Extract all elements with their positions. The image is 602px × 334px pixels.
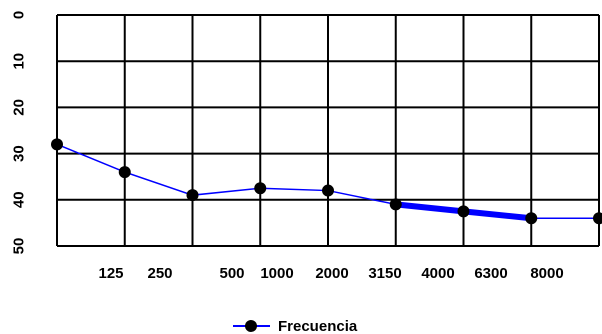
legend-marker-swatch (245, 320, 257, 332)
data-point (254, 182, 267, 195)
x-tick-label: 8000 (530, 265, 563, 282)
y-tick-label: 10 (11, 53, 28, 70)
legend: Frecuencia (233, 318, 358, 334)
x-tick-label: 4000 (421, 265, 454, 282)
x-tick-label: 125 (98, 265, 123, 282)
data-point (593, 212, 602, 225)
chart-grid (56, 14, 600, 247)
y-tick-label: 40 (11, 191, 28, 208)
data-point (51, 138, 63, 151)
data-point (457, 205, 470, 218)
data-point (118, 166, 131, 179)
x-tick-label: 2000 (315, 265, 348, 282)
highlight-segment (395, 201, 464, 215)
x-tick-label: 500 (219, 265, 244, 282)
data-point (186, 189, 199, 202)
highlight-segment (463, 208, 532, 222)
y-tick-label: 30 (11, 145, 28, 162)
y-axis-tick-labels: 0 10 20 30 40 50 (11, 11, 28, 255)
y-tick-label: 50 (11, 238, 28, 255)
x-tick-label: 1000 (260, 265, 293, 282)
y-tick-label: 20 (11, 99, 28, 116)
legend-label: Frecuencia (278, 318, 358, 334)
y-tick-label: 0 (11, 11, 28, 19)
data-point (389, 198, 402, 211)
data-point (322, 184, 334, 197)
series-frecuencia (51, 138, 602, 225)
x-tick-label: 3150 (368, 265, 401, 282)
x-axis-tick-labels: 125 250 500 1000 2000 3150 4000 6300 8000 (98, 265, 563, 282)
data-point (525, 212, 538, 225)
x-tick-label: 6300 (474, 265, 507, 282)
x-tick-label: 250 (147, 265, 172, 282)
